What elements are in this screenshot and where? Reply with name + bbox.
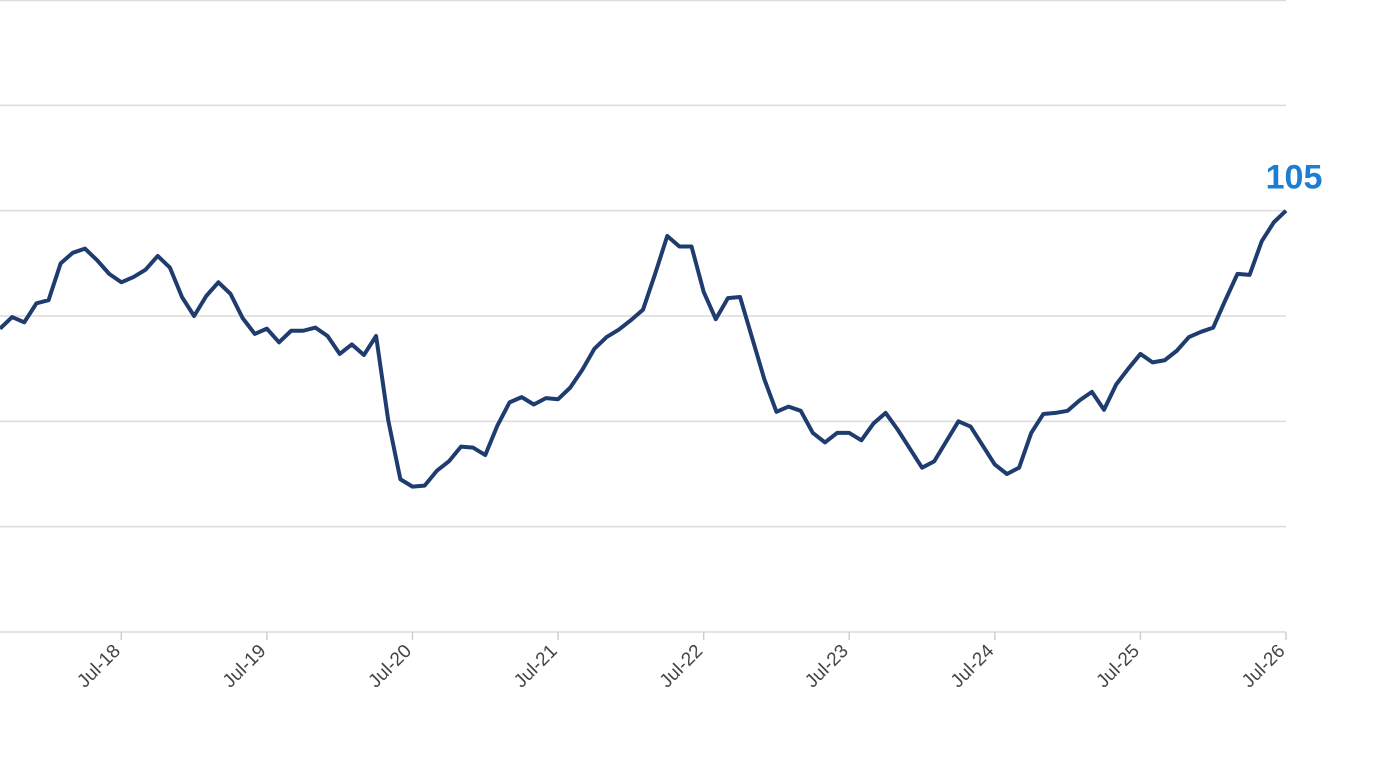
x-tick-label: Jul-25: [1093, 641, 1144, 692]
x-tick-label: Jul-22: [656, 641, 707, 692]
value-label: 105: [1266, 159, 1323, 197]
x-tick-label: Jul-26: [1238, 641, 1289, 692]
x-tick-label: Jul-20: [365, 641, 416, 692]
x-tick-label: Jul-21: [510, 641, 561, 692]
x-tick-label: Jul-18: [73, 641, 124, 692]
series-line: [0, 209, 1288, 489]
x-tick-label: Jul-23: [801, 641, 852, 692]
x-tick-label: Jul-19: [219, 641, 270, 692]
x-tick-label: Jul-24: [947, 640, 999, 692]
